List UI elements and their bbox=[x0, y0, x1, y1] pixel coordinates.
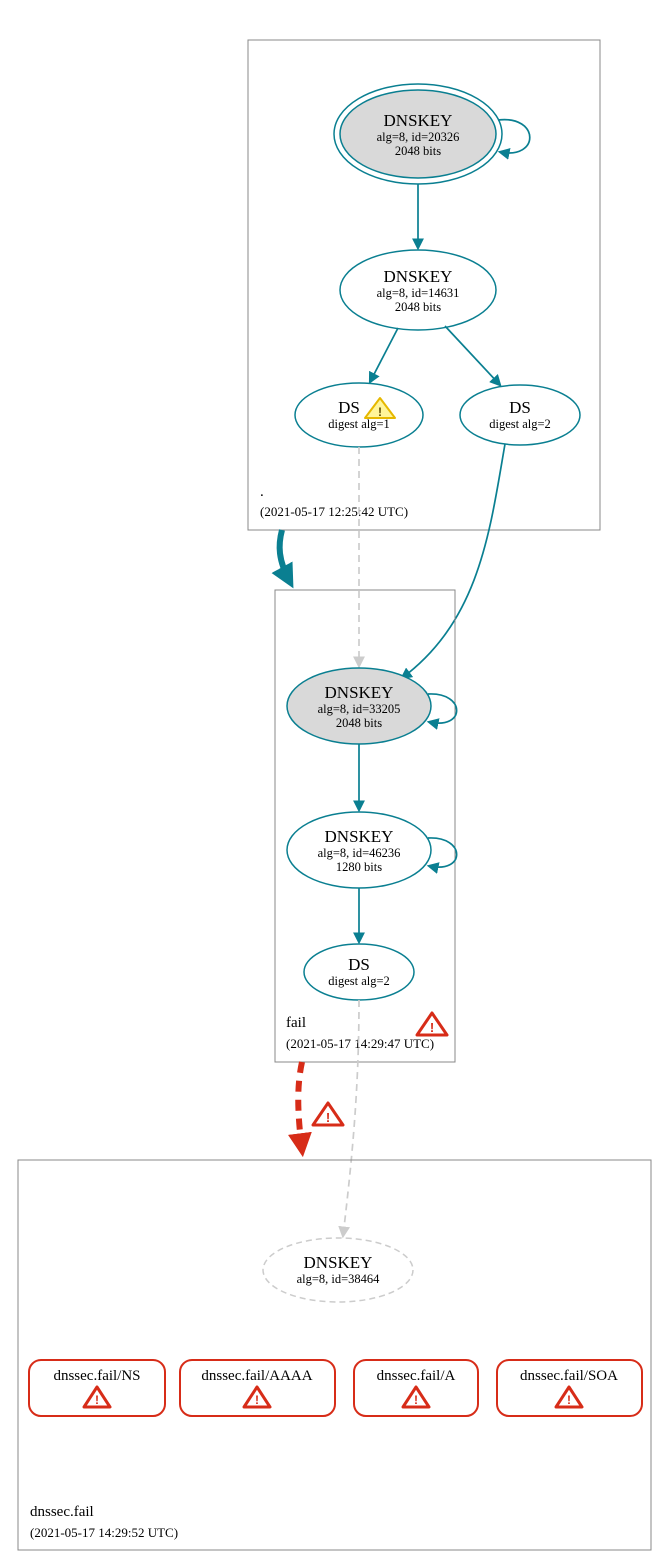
zone-dnssec-timestamp: (2021-05-17 14:29:52 UTC) bbox=[30, 1525, 178, 1540]
node-fail-ksk: DNSKEY alg=8, id=33205 2048 bits bbox=[287, 668, 457, 744]
svg-text:DS: DS bbox=[338, 398, 360, 417]
node-dnssec-dnskey-ghost: DNSKEY alg=8, id=38464 bbox=[263, 1238, 413, 1302]
svg-text:digest alg=2: digest alg=2 bbox=[328, 974, 390, 988]
rr-box-a: dnssec.fail/A ! bbox=[354, 1360, 478, 1416]
svg-text:digest alg=1: digest alg=1 bbox=[328, 417, 390, 431]
zone-root-timestamp: (2021-05-17 12:25:42 UTC) bbox=[260, 504, 408, 519]
svg-text:alg=8, id=20326: alg=8, id=20326 bbox=[377, 130, 460, 144]
rr-box-aaaa: dnssec.fail/AAAA ! bbox=[180, 1360, 335, 1416]
svg-text:alg=8, id=14631: alg=8, id=14631 bbox=[377, 286, 460, 300]
edge-root-to-fail-zone bbox=[280, 530, 290, 582]
svg-text:!: ! bbox=[95, 1393, 99, 1407]
svg-text:alg=8, id=46236: alg=8, id=46236 bbox=[318, 846, 401, 860]
edge-root-zsk-to-ds1 bbox=[370, 328, 398, 382]
node-root-ksk: DNSKEY alg=8, id=20326 2048 bits bbox=[334, 84, 530, 184]
svg-text:alg=8, id=38464: alg=8, id=38464 bbox=[297, 1272, 381, 1286]
svg-text:alg=8, id=33205: alg=8, id=33205 bbox=[318, 702, 401, 716]
node-root-ds1: DS digest alg=1 ! bbox=[295, 383, 423, 447]
zone-root-label: . bbox=[260, 484, 264, 500]
svg-text:dnssec.fail/NS: dnssec.fail/NS bbox=[53, 1368, 140, 1384]
svg-text:!: ! bbox=[326, 1110, 330, 1125]
svg-text:!: ! bbox=[414, 1393, 418, 1407]
node-root-zsk: DNSKEY alg=8, id=14631 2048 bits bbox=[340, 250, 496, 330]
zone-dnssec-label: dnssec.fail bbox=[30, 1504, 94, 1520]
svg-text:DS: DS bbox=[348, 955, 370, 974]
svg-text:!: ! bbox=[378, 405, 382, 419]
edge-ds2-to-fail-ksk bbox=[402, 444, 505, 678]
svg-text:DNSKEY: DNSKEY bbox=[384, 111, 453, 130]
svg-text:2048 bits: 2048 bits bbox=[336, 716, 382, 730]
svg-text:2048 bits: 2048 bits bbox=[395, 144, 441, 158]
node-fail-ds: DS digest alg=2 bbox=[304, 944, 414, 1000]
svg-text:DNSKEY: DNSKEY bbox=[325, 683, 394, 702]
edge-root-zsk-to-ds2 bbox=[445, 326, 500, 385]
svg-text:DS: DS bbox=[509, 398, 531, 417]
zone-fail-label: fail bbox=[286, 1015, 306, 1031]
svg-text:dnssec.fail/AAAA: dnssec.fail/AAAA bbox=[201, 1368, 312, 1384]
dnssec-chain-diagram: . (2021-05-17 12:25:42 UTC) DNSKEY alg=8… bbox=[0, 0, 668, 1567]
svg-text:!: ! bbox=[430, 1020, 434, 1035]
zone-dnssec-fail: dnssec.fail (2021-05-17 14:29:52 UTC) bbox=[18, 1160, 651, 1550]
zone-fail-timestamp: (2021-05-17 14:29:47 UTC) bbox=[286, 1036, 434, 1051]
svg-text:!: ! bbox=[255, 1393, 259, 1407]
svg-text:DNSKEY: DNSKEY bbox=[384, 267, 453, 286]
edge-fail-to-dnssec-zone bbox=[298, 1062, 302, 1150]
svg-text:!: ! bbox=[567, 1393, 571, 1407]
error-icon: ! bbox=[417, 1013, 447, 1035]
svg-text:2048 bits: 2048 bits bbox=[395, 300, 441, 314]
rr-box-ns: dnssec.fail/NS ! bbox=[29, 1360, 165, 1416]
svg-text:DNSKEY: DNSKEY bbox=[304, 1253, 373, 1272]
rr-box-soa: dnssec.fail/SOA ! bbox=[497, 1360, 642, 1416]
svg-text:digest alg=2: digest alg=2 bbox=[489, 417, 551, 431]
svg-text:1280 bits: 1280 bits bbox=[336, 860, 382, 874]
svg-text:dnssec.fail/SOA: dnssec.fail/SOA bbox=[520, 1368, 618, 1384]
node-fail-zsk: DNSKEY alg=8, id=46236 1280 bits bbox=[287, 812, 457, 888]
svg-text:DNSKEY: DNSKEY bbox=[325, 827, 394, 846]
node-root-ds2: DS digest alg=2 bbox=[460, 385, 580, 445]
error-icon: ! bbox=[313, 1103, 343, 1125]
svg-text:dnssec.fail/A: dnssec.fail/A bbox=[377, 1368, 456, 1384]
